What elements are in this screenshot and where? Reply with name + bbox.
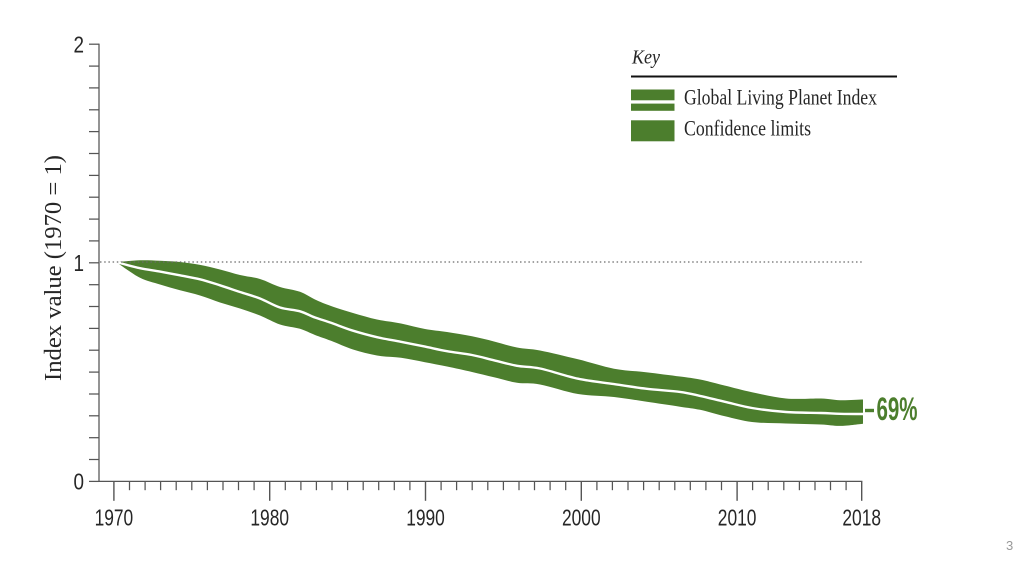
- svg-text:1980: 1980: [250, 504, 289, 530]
- svg-text:3: 3: [1006, 538, 1013, 553]
- svg-text:69%: 69%: [877, 391, 918, 427]
- svg-text:1990: 1990: [406, 504, 445, 530]
- svg-text:Index value (1970 = 1): Index value (1970 = 1): [41, 155, 67, 381]
- svg-text:0: 0: [74, 469, 85, 495]
- svg-text:1: 1: [74, 250, 85, 276]
- svg-text:2: 2: [74, 32, 85, 58]
- svg-text:2000: 2000: [562, 504, 601, 530]
- svg-text:1970: 1970: [95, 504, 134, 530]
- svg-text:2018: 2018: [842, 504, 881, 530]
- svg-text:Confidence limits: Confidence limits: [684, 115, 811, 140]
- svg-text:2010: 2010: [718, 504, 757, 530]
- svg-text:Key: Key: [631, 47, 660, 69]
- svg-text:Global Living Planet Index: Global Living Planet Index: [684, 85, 877, 110]
